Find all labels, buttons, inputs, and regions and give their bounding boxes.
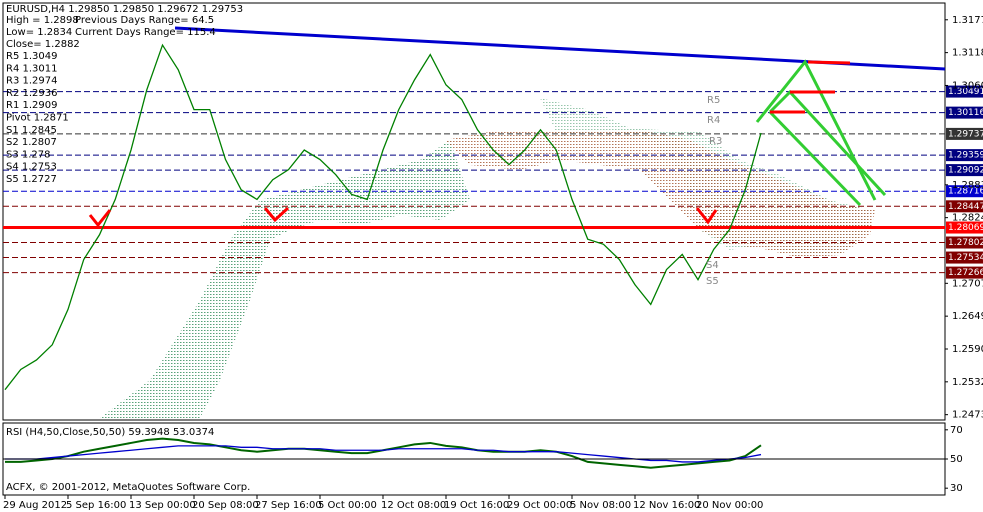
info-text: Close= 1.2882 [6,39,80,50]
x-tick-label: 29 Aug 2012 [3,500,67,511]
x-tick-label: 5 Nov 08:00 [570,500,631,511]
price-layer [3,43,945,469]
x-tick-label: 12 Nov 16:00 [633,500,700,511]
y-tick-label: 1.31770 [952,15,983,26]
y-tick-label: 1.24735 [952,410,983,421]
pivot-text: S1 1.2845 [6,125,57,136]
x-tick-label: 5 Oct 00:00 [318,500,377,511]
y-tick-label: 1.28245 [952,213,983,224]
x-tick-label: 20 Nov 00:00 [696,500,763,511]
y-tick-label: 50 [950,454,963,465]
arrow [755,59,877,201]
x-tick-label: 13 Sep 00:00 [129,500,196,511]
level-box [946,236,983,249]
level-box [946,164,983,177]
level-label: 1.30116 [948,108,983,118]
ichimoku-cloud [100,98,875,418]
info-text: Low= 1.2834 [6,27,72,38]
marker-label: R5 [707,95,720,106]
rsi-title: RSI (H4,50,Close,50,50) 59.3948 53.0374 [6,427,214,438]
y-tick-label: 1.28830 [952,180,983,191]
pivot-text: R3 1.2974 [6,76,57,87]
chart-title: EURUSD,H4 1.29850 1.29850 1.29672 1.2975… [6,4,243,15]
pivot-text: S3 1.278 [6,149,51,160]
marker-label: R3 [709,136,722,147]
level-box [946,149,983,162]
level-box [946,85,983,98]
y-tick-label: 1.31185 [952,48,983,59]
y-tick-label: 1.30600 [952,80,983,91]
x-tick-label: 19 Oct 16:00 [444,500,509,511]
pivot-text: R2 1.2936 [6,88,57,99]
info-text: Previous Days Range= 64.5 [75,15,214,26]
x-tick-label: 12 Oct 08:00 [381,500,446,511]
level-label: 1.28069 [948,223,983,233]
level-label: 1.29092 [948,166,983,176]
y-tick-label: 30 [950,483,963,494]
arrow [768,110,862,207]
y-tick-label: 1.26490 [952,311,983,322]
level-box [946,106,983,119]
pivot-text: R4 1.3011 [6,63,57,74]
level-label: 1.29737 [948,129,983,139]
y-tick-label: 1.25905 [952,344,983,355]
marker [88,209,112,228]
y-tick-label: 1.25320 [952,377,983,388]
level-label: 1.27802 [948,238,983,248]
marker-label: S5 [706,276,719,287]
marker [807,60,851,65]
level-label: 1.27534 [948,253,983,263]
level-box [946,185,983,198]
pivot-text: S2 1.2807 [6,137,57,148]
level-box [946,200,983,213]
level-box [946,251,983,264]
marker [695,207,718,225]
y-tick-label: 70 [950,425,963,436]
info-text: Current Days Range= 115.4 [75,27,216,38]
series-line [4,43,762,391]
marker-label: S4 [706,260,719,271]
pivot-text: S4 1.2753 [6,162,57,173]
level-label: 1.28447 [948,202,983,212]
x-tick-label: 27 Sep 16:00 [255,500,322,511]
level-box [946,221,983,234]
marker-label: R4 [707,115,720,126]
pivot-text: R5 1.3049 [6,51,57,62]
marker [263,206,290,223]
level-label: 1.27266 [948,268,983,278]
levels [3,91,945,274]
x-tick-label: 20 Sep 08:00 [192,500,259,511]
level-box [946,127,983,140]
copyright: ACFX, © 2001-2012, MetaQuotes Software C… [6,482,250,493]
level-label: 1.28716 [948,187,983,197]
pivot-text: S5 1.2727 [6,174,57,185]
x-tick-label: 5 Sep 16:00 [66,500,126,511]
texts: 1.30491 1.30116 1.29737 1.29359 1.29092 1.287… [3,4,983,511]
info-text: High = 1.2898 [6,15,79,26]
x-tick-label: 29 Oct 00:00 [507,500,572,511]
level-label: 1.29359 [948,151,983,161]
y-tick-label: 1.27075 [952,278,983,289]
pivot-text: Pivot 1.2871 [6,113,69,124]
cloud-green [100,140,470,418]
cloud-red [445,130,875,258]
pivot-text: R1 1.2909 [6,100,57,111]
annotations [88,59,887,228]
level-box [946,266,983,279]
level-label: 1.30491 [948,87,983,97]
